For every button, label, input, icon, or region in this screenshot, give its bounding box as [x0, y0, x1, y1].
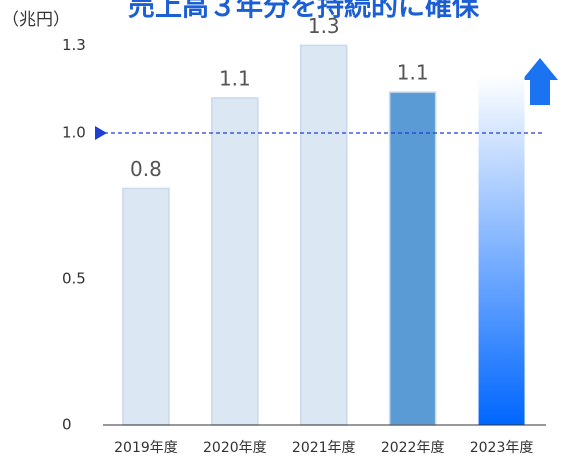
y-tick-label: 0 — [62, 416, 72, 434]
y-tick-label: 1.3 — [62, 36, 86, 54]
chart-title: 売上高３年分を持続的に確保 — [128, 0, 480, 23]
y-unit: （兆円） — [2, 10, 70, 30]
up-arrow — [522, 58, 558, 105]
x-tick-label: 2019年度 — [114, 440, 178, 456]
reference-marker — [95, 126, 107, 140]
bar — [122, 187, 170, 426]
y-tick-label: 0.5 — [62, 270, 86, 288]
bar — [211, 97, 259, 426]
x-tick-label: 2022年度 — [381, 440, 445, 456]
value-label: 0.8 — [130, 157, 162, 181]
bar — [478, 74, 525, 425]
x-tick-label: 2021年度 — [292, 440, 356, 456]
bar — [300, 44, 348, 426]
x-tick-label: 2023年度 — [470, 440, 534, 456]
value-label: 1.1 — [397, 61, 429, 85]
value-label: 1.1 — [219, 66, 251, 90]
bar — [388, 91, 437, 426]
y-tick-label: 1.0 — [62, 124, 86, 142]
x-tick-label: 2020年度 — [203, 440, 267, 456]
value-label: 1.3 — [308, 14, 340, 38]
